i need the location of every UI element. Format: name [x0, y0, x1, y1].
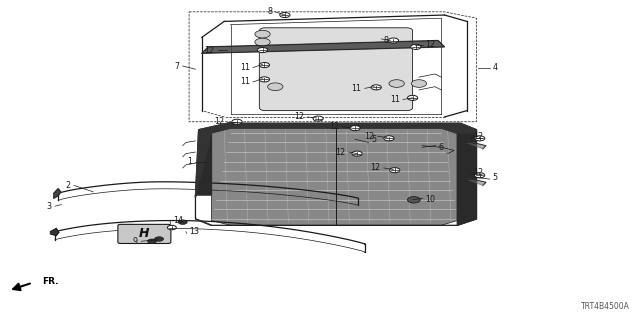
Polygon shape	[54, 189, 61, 198]
Text: 5: 5	[492, 173, 497, 182]
Text: 4: 4	[492, 63, 497, 72]
Circle shape	[384, 136, 394, 141]
Circle shape	[412, 80, 427, 87]
Text: 12: 12	[371, 164, 381, 172]
Text: 12: 12	[364, 132, 374, 140]
FancyBboxPatch shape	[118, 224, 171, 244]
Circle shape	[390, 168, 400, 173]
Text: 6: 6	[438, 143, 443, 152]
Text: 9: 9	[133, 237, 138, 246]
Polygon shape	[467, 142, 486, 149]
Text: 12: 12	[205, 45, 214, 55]
Text: 11: 11	[351, 84, 362, 93]
Circle shape	[268, 83, 283, 91]
Circle shape	[255, 38, 270, 46]
Text: 5: 5	[371, 135, 376, 144]
Circle shape	[474, 173, 484, 178]
Circle shape	[388, 38, 399, 43]
Text: 8: 8	[267, 7, 272, 16]
Circle shape	[257, 48, 268, 52]
Polygon shape	[211, 128, 458, 225]
Text: H: H	[139, 228, 150, 240]
Circle shape	[168, 225, 176, 230]
Text: TRT4B4500A: TRT4B4500A	[581, 302, 630, 311]
Text: 13: 13	[189, 227, 199, 236]
Circle shape	[350, 125, 360, 131]
Circle shape	[408, 197, 420, 203]
Polygon shape	[51, 228, 59, 236]
Circle shape	[411, 44, 421, 50]
Polygon shape	[458, 130, 476, 225]
Text: 12: 12	[426, 40, 435, 49]
Text: 12: 12	[329, 122, 339, 131]
Text: 12: 12	[294, 113, 304, 122]
Circle shape	[474, 136, 484, 141]
Circle shape	[389, 80, 404, 87]
Polygon shape	[202, 41, 445, 53]
Circle shape	[259, 77, 269, 82]
FancyBboxPatch shape	[259, 28, 413, 111]
Text: 12: 12	[335, 148, 346, 156]
Circle shape	[148, 239, 157, 244]
Text: 3: 3	[47, 202, 52, 211]
Text: 8: 8	[384, 36, 389, 45]
Polygon shape	[195, 123, 476, 197]
Text: 10: 10	[426, 195, 435, 204]
Text: 11: 11	[240, 77, 250, 86]
Polygon shape	[195, 219, 211, 225]
Text: FR.: FR.	[42, 276, 59, 285]
Circle shape	[280, 12, 290, 18]
Circle shape	[155, 237, 164, 241]
Polygon shape	[195, 133, 211, 197]
Text: 11: 11	[240, 63, 250, 72]
Circle shape	[178, 220, 187, 224]
Text: 1: 1	[188, 157, 192, 166]
Text: 12: 12	[214, 117, 224, 126]
Circle shape	[313, 116, 323, 121]
Text: 11: 11	[390, 95, 400, 104]
Circle shape	[371, 85, 381, 90]
Circle shape	[408, 95, 418, 100]
Circle shape	[255, 30, 270, 38]
Circle shape	[259, 62, 269, 68]
Circle shape	[232, 119, 242, 124]
Text: 2: 2	[66, 181, 71, 190]
Circle shape	[352, 151, 362, 156]
Text: 12: 12	[473, 132, 483, 140]
Text: 12: 12	[473, 168, 483, 177]
Text: 7: 7	[174, 61, 179, 70]
Polygon shape	[467, 179, 486, 186]
Text: 14: 14	[173, 216, 183, 225]
